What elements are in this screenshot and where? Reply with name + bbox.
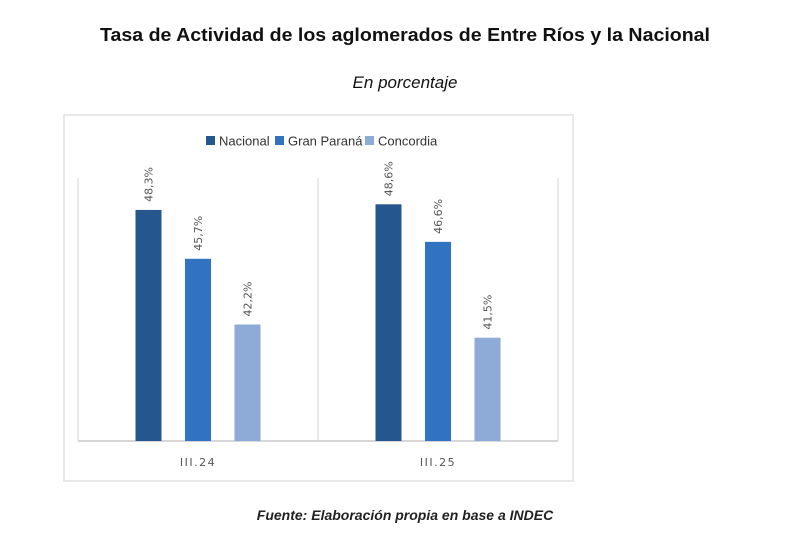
bar-nacional-III.24 xyxy=(135,209,162,441)
plot-area: 48,3% 45,7% 42,2% III.24 48,6% 46,6% 41,5% III.… xyxy=(77,161,559,469)
legend-swatch xyxy=(365,136,374,145)
chart-frame xyxy=(63,114,574,482)
bar-gran-paraná-III.25 xyxy=(425,241,451,441)
legend-swatch xyxy=(206,136,215,145)
chart-subtitle: En porcentaje xyxy=(353,73,458,92)
chart-title: Tasa de Actividad de los aglomerados de … xyxy=(100,25,710,45)
data-label: 48,6% xyxy=(383,161,396,196)
bar-concordia-III.25 xyxy=(474,337,501,441)
data-label: 46,6% xyxy=(432,199,445,234)
data-label: 48,3% xyxy=(143,167,156,202)
data-label: 45,7% xyxy=(192,216,205,251)
chart-source: Fuente: Elaboración propia en base a IND… xyxy=(257,507,554,523)
legend-label: Nacional xyxy=(219,134,270,149)
data-label: 41,5% xyxy=(482,295,495,330)
bar-concordia-III.24 xyxy=(234,324,261,441)
legend-label: Concordia xyxy=(378,134,438,149)
bar-nacional-III.25 xyxy=(375,204,402,441)
category-label: III.24 xyxy=(180,456,216,469)
category-label: III.25 xyxy=(420,456,456,469)
legend-label: Gran Paraná xyxy=(288,134,363,149)
legend-swatch xyxy=(275,136,284,145)
legend: Nacional Gran Paraná Concordia xyxy=(206,134,438,149)
bar-gran-paraná-III.24 xyxy=(185,258,211,441)
data-label: 42,2% xyxy=(242,282,255,317)
